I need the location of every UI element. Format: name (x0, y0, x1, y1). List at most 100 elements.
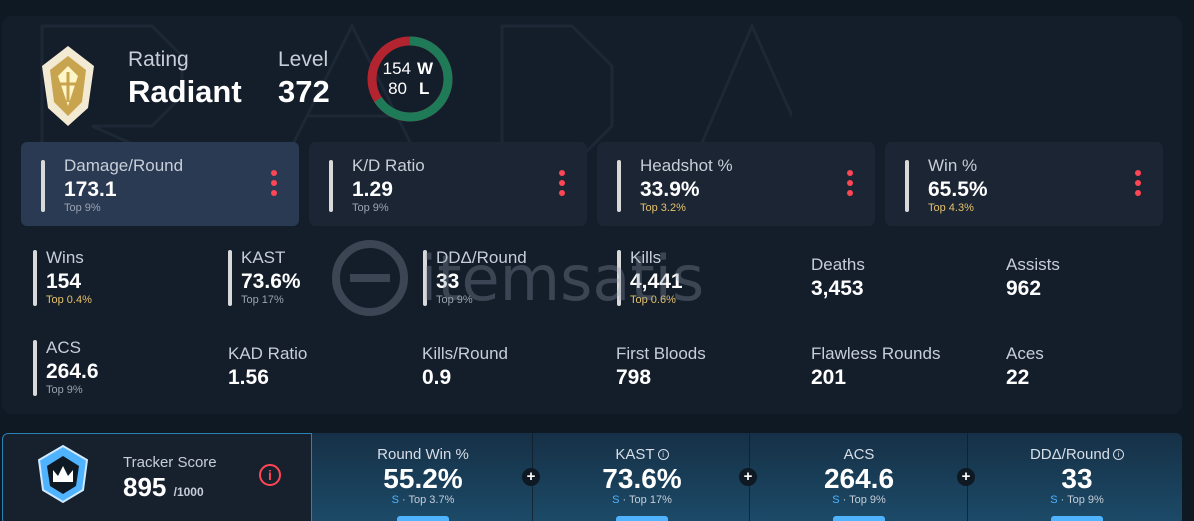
stat-bar (33, 250, 37, 306)
card-win-percent[interactable]: Win % 65.5% Top 4.3% (885, 142, 1163, 226)
tracker-col-top: · Top 9% (839, 494, 886, 506)
stat-label: Kills/Round (422, 344, 508, 363)
more-options-icon[interactable] (847, 170, 853, 198)
tracker-col-label: KAST i (533, 446, 751, 463)
tracker-col-sub: S · Top 9% (750, 494, 968, 506)
card-headshot[interactable]: Headshot % 33.9% Top 3.2% (597, 142, 875, 226)
card-kd-ratio[interactable]: K/D Ratio 1.29 Top 9% (309, 142, 587, 226)
card-top: Top 9% (64, 202, 101, 214)
losses-count: 80 (388, 79, 407, 98)
info-icon[interactable]: i (657, 449, 669, 460)
win-arc (367, 36, 453, 122)
stat-first-bloods: First Bloods 798 (616, 344, 806, 410)
tracker-round-win: Round Win % 55.2% S · Top 3.7% (314, 433, 532, 521)
stat-assists: Assists 962 (1006, 255, 1182, 321)
card-top: Top 4.3% (928, 202, 974, 214)
stat-value: 22 (1006, 366, 1030, 389)
grade: S (391, 494, 399, 506)
stat-value: 73.6% (241, 270, 301, 293)
more-options-icon[interactable] (559, 170, 565, 198)
wins-letter: W (417, 59, 434, 78)
stat-label: Kills (630, 248, 662, 267)
tracker-col-bar (397, 516, 449, 521)
stat-kills-round: Kills/Round 0.9 (422, 344, 612, 410)
stat-value: 798 (616, 366, 652, 389)
stat-label: KAST (241, 248, 286, 267)
card-bar (905, 160, 909, 212)
stat-label: First Bloods (616, 344, 706, 363)
stat-label: Wins (46, 248, 84, 267)
tracker-col-label: ACS (843, 446, 875, 463)
stat-acs: ACS 264.6 Top 9% (33, 338, 223, 404)
tracker-col-top: · Top 3.7% (398, 494, 455, 506)
losses-letter: L (419, 79, 430, 98)
add-icon[interactable]: + (522, 468, 540, 486)
stat-label: KAD Ratio (228, 344, 308, 363)
stat-kast: KAST 73.6% Top 17% (228, 248, 418, 314)
stat-value: 4,441 (630, 270, 683, 293)
tracker-col-top: · Top 9% (1057, 494, 1104, 506)
more-options-icon[interactable] (1135, 170, 1141, 198)
stat-bar (228, 250, 232, 306)
card-value: 65.5% (928, 178, 988, 201)
card-bar (329, 160, 333, 212)
stat-value: 33 (436, 270, 460, 293)
card-value: 173.1 (64, 178, 117, 201)
tracker-col-bar (833, 516, 885, 521)
card-top: Top 3.2% (640, 202, 686, 214)
tracker-dda-round: DDΔ/Round i 33 S · Top 9% (968, 433, 1182, 521)
tracker-col-label-text: DDΔ/Round (1029, 446, 1111, 463)
stat-label: Deaths (811, 255, 865, 274)
background-wordmark (40, 22, 792, 166)
tracker-col-bar (1051, 516, 1103, 521)
info-icon[interactable]: i (259, 464, 281, 486)
stat-value: 0.9 (422, 366, 452, 389)
stat-top: Top 0.4% (46, 294, 92, 306)
add-icon[interactable]: + (739, 468, 757, 486)
rating-label: Rating (128, 48, 189, 71)
watermark-text: itemsatis (420, 242, 704, 315)
card-label: Win % (928, 156, 978, 175)
tracker-col-sub: S · Top 3.7% (314, 494, 532, 506)
tracker-score-number: 895 (123, 472, 167, 502)
card-bar (617, 160, 621, 212)
more-options-icon[interactable] (271, 170, 277, 198)
info-icon[interactable]: i (1113, 449, 1125, 460)
stat-value: 154 (46, 270, 82, 293)
tracker-kast: KAST i 73.6% S · Top 17% (533, 433, 751, 521)
wins-count: 154 (382, 59, 411, 78)
tracker-score-label: Tracker Score (123, 454, 217, 471)
tracker-score-max: /1000 (173, 485, 204, 499)
win-loss-ring-chart (367, 36, 453, 122)
card-bar (41, 160, 45, 212)
grade: S (1050, 494, 1058, 506)
tracker-col-label: Round Win % (377, 446, 469, 463)
stat-bar (33, 340, 37, 396)
stat-deaths: Deaths 3,453 (811, 255, 1001, 321)
stat-aces: Aces 22 (1006, 344, 1182, 410)
stat-top: Top 9% (46, 384, 83, 396)
tracker-col-value: 264.6 (823, 463, 895, 494)
tracker-crown-icon (37, 444, 89, 504)
card-label: Damage/Round (64, 156, 184, 175)
stat-label: DDΔ/Round (436, 248, 527, 267)
tracker-col-label-text: KAST (615, 446, 655, 463)
stat-value: 1.56 (228, 366, 269, 389)
level-value: 372 (278, 74, 330, 109)
tracker-score-bar: Tracker Score 895 /1000 i Round Win % 55… (2, 433, 1182, 521)
stat-top: Top 9% (436, 294, 473, 306)
stat-kills: Kills 4,441 Top 0.6% (617, 248, 807, 314)
stat-label: Flawless Rounds (811, 344, 941, 363)
card-label: K/D Ratio (352, 156, 425, 175)
tracker-col-value: 55.2% (383, 463, 463, 494)
card-damage-round[interactable]: Damage/Round 173.1 Top 9% (21, 142, 299, 226)
stat-value: 3,453 (811, 277, 864, 300)
grade: S (832, 494, 840, 506)
level-label: Level (278, 48, 329, 71)
stat-dda-round: DDΔ/Round 33 Top 9% (423, 248, 613, 314)
tracker-score-value: 895 /1000 (123, 472, 204, 503)
add-icon[interactable]: + (957, 468, 975, 486)
tracker-col-top: · Top 17% (619, 494, 672, 506)
tracker-col-value: 33 (1061, 463, 1093, 494)
stat-value: 264.6 (46, 360, 99, 383)
